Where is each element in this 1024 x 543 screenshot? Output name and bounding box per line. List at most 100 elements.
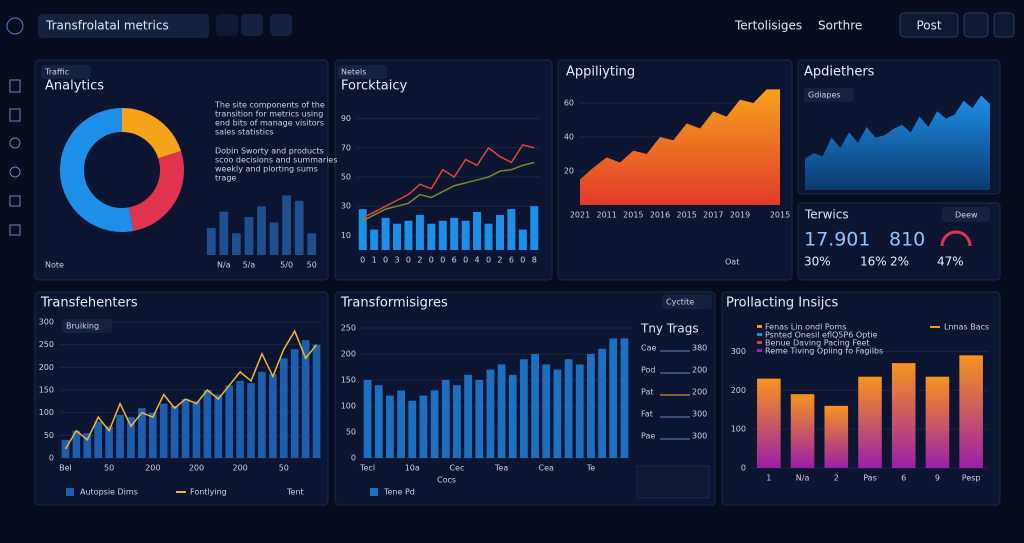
x-tick-label: 2021	[570, 211, 590, 220]
x-tick-label: 1	[766, 474, 771, 483]
bar	[258, 371, 266, 458]
list-value: 300	[692, 432, 707, 441]
bar	[531, 354, 539, 458]
bar	[475, 380, 484, 458]
nav-link[interactable]: Sorthre	[818, 19, 862, 33]
x-tick-label: 0	[486, 256, 491, 265]
badge-label: Netels	[341, 68, 366, 77]
x-tick-label: 0	[383, 256, 388, 265]
bar	[72, 430, 81, 458]
bar	[542, 364, 551, 458]
bar	[508, 374, 517, 458]
x-tick-label: 1	[372, 256, 377, 265]
bar	[206, 227, 216, 255]
badge	[41, 65, 91, 79]
y-tick-label: 300	[731, 347, 746, 356]
bar	[269, 222, 279, 255]
icon-button[interactable]	[241, 14, 263, 36]
icon-button[interactable]	[216, 14, 238, 36]
icon-button[interactable]	[993, 12, 1015, 38]
panel	[797, 202, 1001, 281]
x-tick-label: 2	[417, 256, 422, 265]
area	[805, 95, 990, 190]
bar	[530, 206, 539, 250]
post-button[interactable]	[899, 12, 959, 38]
badge	[662, 295, 712, 309]
icon-button[interactable]	[963, 12, 989, 38]
kpi-title: Terwics	[804, 208, 849, 222]
bar	[138, 408, 146, 458]
bar	[620, 338, 629, 458]
list-label: Pae	[641, 432, 655, 441]
y-tick-label: 300	[39, 318, 54, 327]
bar	[247, 383, 255, 458]
bar	[495, 214, 504, 250]
bar	[450, 217, 459, 250]
bar	[170, 405, 179, 458]
list-value: 200	[692, 366, 707, 375]
bar	[214, 394, 223, 458]
bar	[790, 394, 815, 468]
footer: Note	[45, 261, 64, 270]
side-icon[interactable]	[9, 195, 21, 207]
side-icon[interactable]	[9, 137, 21, 149]
panel-title: Forcktaicy	[341, 79, 408, 94]
donut-segment	[60, 108, 184, 232]
note-swatch	[757, 325, 762, 328]
x-tick-label: 6	[901, 474, 906, 483]
x-tick-label: 0	[520, 256, 525, 265]
bar	[290, 349, 299, 458]
bar	[507, 209, 516, 250]
bar	[575, 364, 584, 458]
x-tick-label: 200	[189, 464, 204, 473]
x-tick-label: 5/a	[243, 261, 256, 270]
bar	[609, 338, 618, 458]
gauge	[940, 230, 972, 247]
note-swatch	[757, 341, 762, 344]
x-tick-label: 2	[497, 256, 502, 265]
bar	[404, 220, 413, 250]
bar	[83, 433, 92, 458]
kpi-value: 47%	[937, 255, 964, 269]
x-tick-label: Bel	[59, 464, 72, 473]
y-tick-label: 0	[49, 454, 54, 463]
sidebar	[9, 79, 21, 236]
x-tick-label: N/a	[217, 261, 231, 270]
x-tick-label: Pas	[863, 474, 877, 483]
bar	[244, 217, 254, 255]
x-tick-label: 2019	[730, 211, 750, 220]
bar	[461, 220, 470, 250]
x-tick-label: 2015	[676, 211, 696, 220]
badge-label: Cyctite	[666, 298, 694, 307]
kpi-button[interactable]	[942, 207, 990, 222]
donut-segment	[60, 108, 184, 232]
x-tick-label: 2016	[650, 211, 670, 220]
side-icon[interactable]	[9, 108, 21, 122]
nav-link[interactable]: Tertolisiges	[734, 19, 802, 33]
note: scoo decisions and summaries	[215, 156, 338, 165]
bar	[393, 223, 402, 250]
side-icon[interactable]	[9, 224, 21, 236]
side-icon[interactable]	[9, 166, 21, 178]
bar	[225, 385, 234, 458]
icon-button[interactable]	[270, 14, 292, 36]
y-tick-label: 0	[741, 464, 746, 473]
side-icon[interactable]	[9, 79, 21, 93]
y-tick-label: 200	[731, 386, 746, 395]
bar	[564, 359, 573, 458]
bar	[453, 385, 461, 458]
list-value: 380	[692, 344, 707, 353]
kpi-value: 30%	[804, 255, 831, 269]
bar	[441, 380, 450, 458]
search-box[interactable]	[38, 14, 209, 38]
list-value: 200	[692, 388, 707, 397]
note: sales statistics	[215, 128, 274, 137]
bar	[587, 354, 595, 458]
y-tick-label: 0	[351, 454, 356, 463]
bar	[397, 390, 405, 458]
post-label: Post	[916, 19, 941, 33]
bar	[127, 417, 135, 458]
note: Psnted Onesil eflQ5P6 Optie	[765, 331, 878, 340]
x-tick-label: Tea	[494, 464, 508, 473]
bar	[282, 195, 292, 255]
